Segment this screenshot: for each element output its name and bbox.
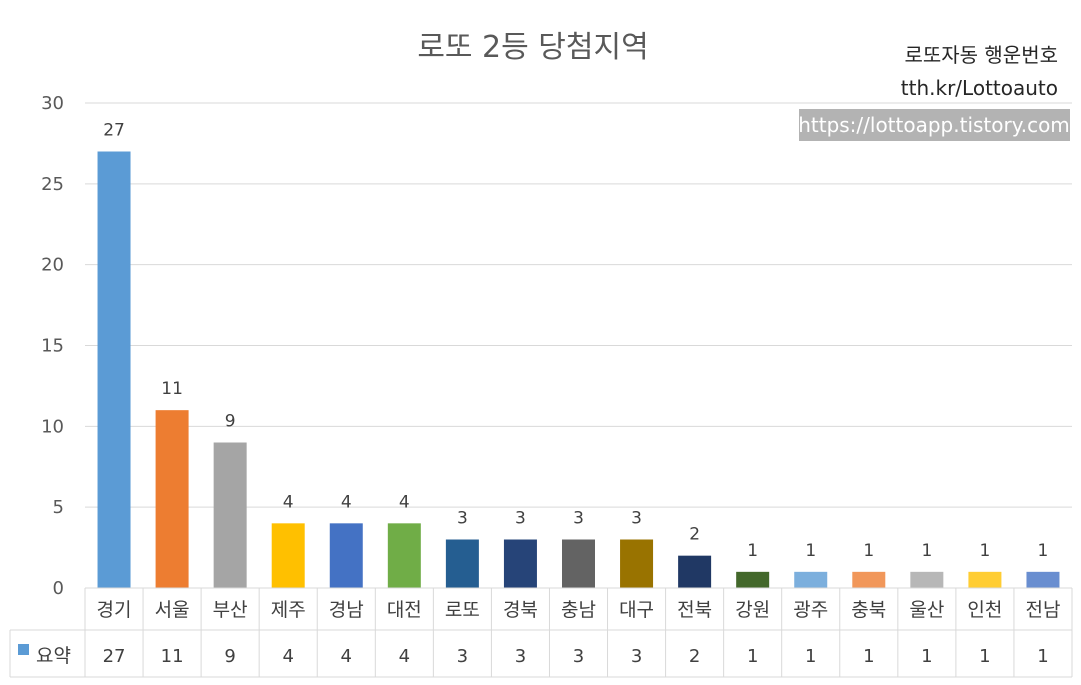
data-label: 1 xyxy=(805,541,816,561)
data-label: 11 xyxy=(161,379,183,399)
table-value: 1 xyxy=(863,646,874,667)
table-value: 11 xyxy=(161,646,184,667)
table-value: 9 xyxy=(224,646,235,667)
legend-swatch xyxy=(18,644,29,655)
data-label: 1 xyxy=(979,541,990,561)
y-axis: 0 5 10 15 20 25 30 xyxy=(41,93,64,599)
watermark-line1: 로또자동 행운번호 xyxy=(904,43,1058,67)
category-label: 부산 xyxy=(213,599,248,621)
data-label: 3 xyxy=(457,509,468,529)
category-label: 제주 xyxy=(271,599,306,621)
bar-로또 xyxy=(445,539,479,588)
data-label: 1 xyxy=(747,541,758,561)
category-label: 대전 xyxy=(387,599,422,621)
data-label: 4 xyxy=(283,492,294,512)
bars xyxy=(97,151,1060,588)
bar-충남 xyxy=(562,539,595,588)
table-value: 1 xyxy=(979,646,990,667)
data-label: 9 xyxy=(225,412,236,432)
bar-서울 xyxy=(155,410,189,588)
bar-경남 xyxy=(329,523,363,588)
y-tick-label: 15 xyxy=(41,336,64,357)
data-label: 4 xyxy=(399,492,410,512)
category-label: 광주 xyxy=(793,599,828,621)
table-value: 3 xyxy=(631,646,642,667)
bar-대전 xyxy=(387,523,421,588)
category-label: 서울 xyxy=(155,599,190,621)
legend-label: 요약 xyxy=(36,645,71,667)
y-tick-label: 25 xyxy=(41,174,64,195)
url-banner xyxy=(799,109,1070,141)
y-tick-label: 0 xyxy=(53,578,64,599)
chart-title: 로또 2등 당첨지역 xyxy=(417,30,648,65)
table-value: 2 xyxy=(689,646,700,667)
y-tick-label: 5 xyxy=(53,497,64,518)
bar-강원 xyxy=(736,571,770,588)
bar-울산 xyxy=(910,571,944,588)
table-value: 4 xyxy=(341,646,352,667)
category-label: 울산 xyxy=(909,599,944,621)
data-label: 2 xyxy=(689,525,700,545)
table-value: 3 xyxy=(457,646,468,667)
table-value: 4 xyxy=(399,646,410,667)
category-label: 전북 xyxy=(677,599,712,621)
category-label: 충남 xyxy=(561,599,596,621)
data-label: 27 xyxy=(103,121,125,141)
table-value: 1 xyxy=(747,646,758,667)
url-text: https://lottoapp.tistory.com xyxy=(798,113,1070,137)
data-table: 경기27서울11부산9제주4경남4대전4로또3경북3충남3대구3전북2강원1광주… xyxy=(9,587,1073,678)
category-label: 경남 xyxy=(329,599,364,621)
table-value: 1 xyxy=(1037,646,1048,667)
y-tick-label: 30 xyxy=(41,93,64,114)
y-tick-label: 20 xyxy=(41,255,64,276)
y-tick-label: 10 xyxy=(41,416,64,437)
bar-부산 xyxy=(213,442,247,588)
table-value: 3 xyxy=(573,646,584,667)
table-value: 1 xyxy=(805,646,816,667)
category-label: 강원 xyxy=(735,599,770,621)
bar-충북 xyxy=(852,571,886,588)
data-label: 3 xyxy=(631,509,642,529)
table-value: 1 xyxy=(921,646,932,667)
category-label: 경기 xyxy=(97,599,132,621)
bar-전남 xyxy=(1026,571,1060,588)
data-label: 3 xyxy=(515,509,526,529)
bar-전북 xyxy=(678,555,712,588)
category-label: 충북 xyxy=(851,599,886,621)
bar-경기 xyxy=(97,151,131,588)
category-label: 경북 xyxy=(503,599,538,621)
data-label: 1 xyxy=(1038,541,1049,561)
table-value: 4 xyxy=(282,646,293,667)
table-value: 27 xyxy=(103,646,126,667)
category-label: 인천 xyxy=(967,599,1002,621)
bar-제주 xyxy=(271,523,305,588)
data-label: 1 xyxy=(863,541,874,561)
table-value: 3 xyxy=(515,646,526,667)
category-label: 로또 xyxy=(445,599,480,621)
category-label: 전남 xyxy=(1025,599,1060,621)
category-label: 대구 xyxy=(619,599,654,621)
bar-경북 xyxy=(503,539,537,588)
bar-인천 xyxy=(968,571,1002,588)
data-label: 1 xyxy=(921,541,932,561)
bar-광주 xyxy=(794,571,828,588)
gridlines xyxy=(85,102,1072,508)
data-label: 4 xyxy=(341,492,352,512)
data-label: 3 xyxy=(573,509,584,529)
bar-대구 xyxy=(620,539,654,588)
watermark-line2: tth.kr/Lottoauto xyxy=(901,76,1058,100)
